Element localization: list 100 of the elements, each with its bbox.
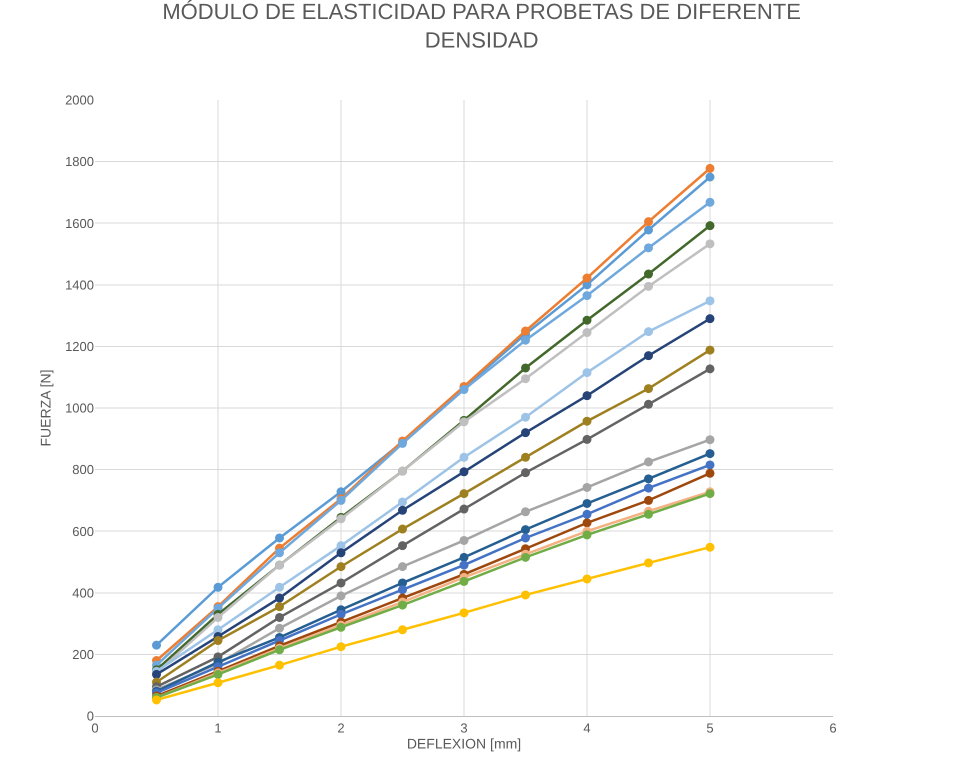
point: [521, 452, 530, 462]
point: [706, 468, 714, 478]
point: [521, 468, 530, 478]
point: [275, 612, 284, 622]
point: [336, 591, 346, 600]
point: [644, 510, 653, 519]
y-tick-label: 200: [72, 646, 94, 662]
point: [275, 624, 284, 633]
point: [460, 536, 468, 545]
point: [460, 560, 468, 570]
point: [521, 533, 530, 542]
point: [582, 391, 592, 400]
point: [521, 326, 530, 336]
x-tick-label: 3: [460, 720, 468, 736]
point: [582, 291, 592, 300]
point: [644, 457, 653, 466]
point: [275, 533, 284, 542]
point: [644, 351, 653, 360]
y-tick-label: 1400: [65, 277, 94, 292]
y-tick-label: 1000: [65, 400, 94, 416]
point: [582, 274, 592, 283]
point: [706, 221, 714, 230]
y-tick-label: 2000: [65, 92, 94, 108]
point: [521, 374, 530, 384]
point: [275, 660, 284, 670]
point: [644, 282, 653, 291]
point: [460, 467, 468, 476]
point: [152, 640, 161, 650]
point: [706, 164, 714, 173]
point: [398, 562, 407, 572]
point: [521, 525, 530, 534]
point: [706, 239, 714, 248]
point: [582, 328, 592, 338]
point: [336, 610, 346, 619]
point: [706, 296, 714, 306]
point: [706, 542, 714, 552]
point: [214, 612, 222, 622]
x-tick-label: 5: [706, 720, 714, 736]
point: [521, 507, 530, 516]
point: [398, 497, 407, 506]
point: [644, 217, 653, 226]
point: [706, 435, 714, 444]
point: [398, 524, 407, 534]
point: [460, 452, 468, 462]
point: [275, 548, 284, 558]
point: [275, 602, 284, 612]
point: [460, 608, 468, 618]
point: [644, 400, 653, 409]
y-axis-title: FUERZA [N]: [38, 369, 54, 447]
y-tick-label: 600: [72, 524, 94, 539]
y-tick-label: 1600: [65, 216, 94, 231]
point: [214, 636, 222, 646]
point: [521, 552, 530, 562]
point: [275, 594, 284, 603]
point: [706, 449, 714, 458]
point: [398, 585, 407, 594]
point: [582, 530, 592, 540]
point: [460, 489, 468, 498]
point: [336, 562, 346, 572]
point: [336, 578, 346, 588]
point: [398, 506, 407, 515]
point: [582, 482, 592, 492]
point: [398, 625, 407, 634]
point: [582, 574, 592, 584]
point: [521, 428, 530, 438]
point: [521, 412, 530, 422]
point: [644, 558, 653, 568]
point: [706, 314, 714, 324]
point: [336, 642, 346, 652]
point: [644, 384, 653, 394]
chart-title: MÓDULO DE ELASTICIDAD PARA PROBETAS DE DIFERENTE DENSIDAD: [162, 0, 801, 53]
point: [582, 498, 592, 508]
y-tick-label: 1800: [65, 154, 94, 170]
y-tick-label: 400: [72, 585, 94, 600]
point: [644, 270, 653, 279]
point: [644, 496, 653, 505]
point: [644, 243, 653, 252]
point: [460, 552, 468, 562]
point: [521, 590, 530, 600]
point: [336, 548, 346, 558]
y-tick-label: 800: [72, 462, 94, 478]
point: [644, 225, 653, 234]
x-axis-title: DEFLEXION [mm]: [406, 736, 522, 752]
point: [644, 327, 653, 336]
point: [644, 484, 653, 493]
point: [398, 541, 407, 550]
x-tick-label: 1: [214, 720, 222, 736]
point: [644, 474, 653, 484]
point: [706, 364, 714, 374]
point: [521, 363, 530, 372]
point: [706, 172, 714, 182]
y-tick-label: 0: [86, 708, 94, 724]
point: [521, 336, 530, 345]
point: [582, 510, 592, 519]
point: [582, 434, 592, 444]
point: [460, 504, 468, 514]
point: [706, 460, 714, 470]
point: [706, 198, 714, 207]
point: [582, 416, 592, 426]
x-tick-label: 2: [337, 720, 345, 736]
